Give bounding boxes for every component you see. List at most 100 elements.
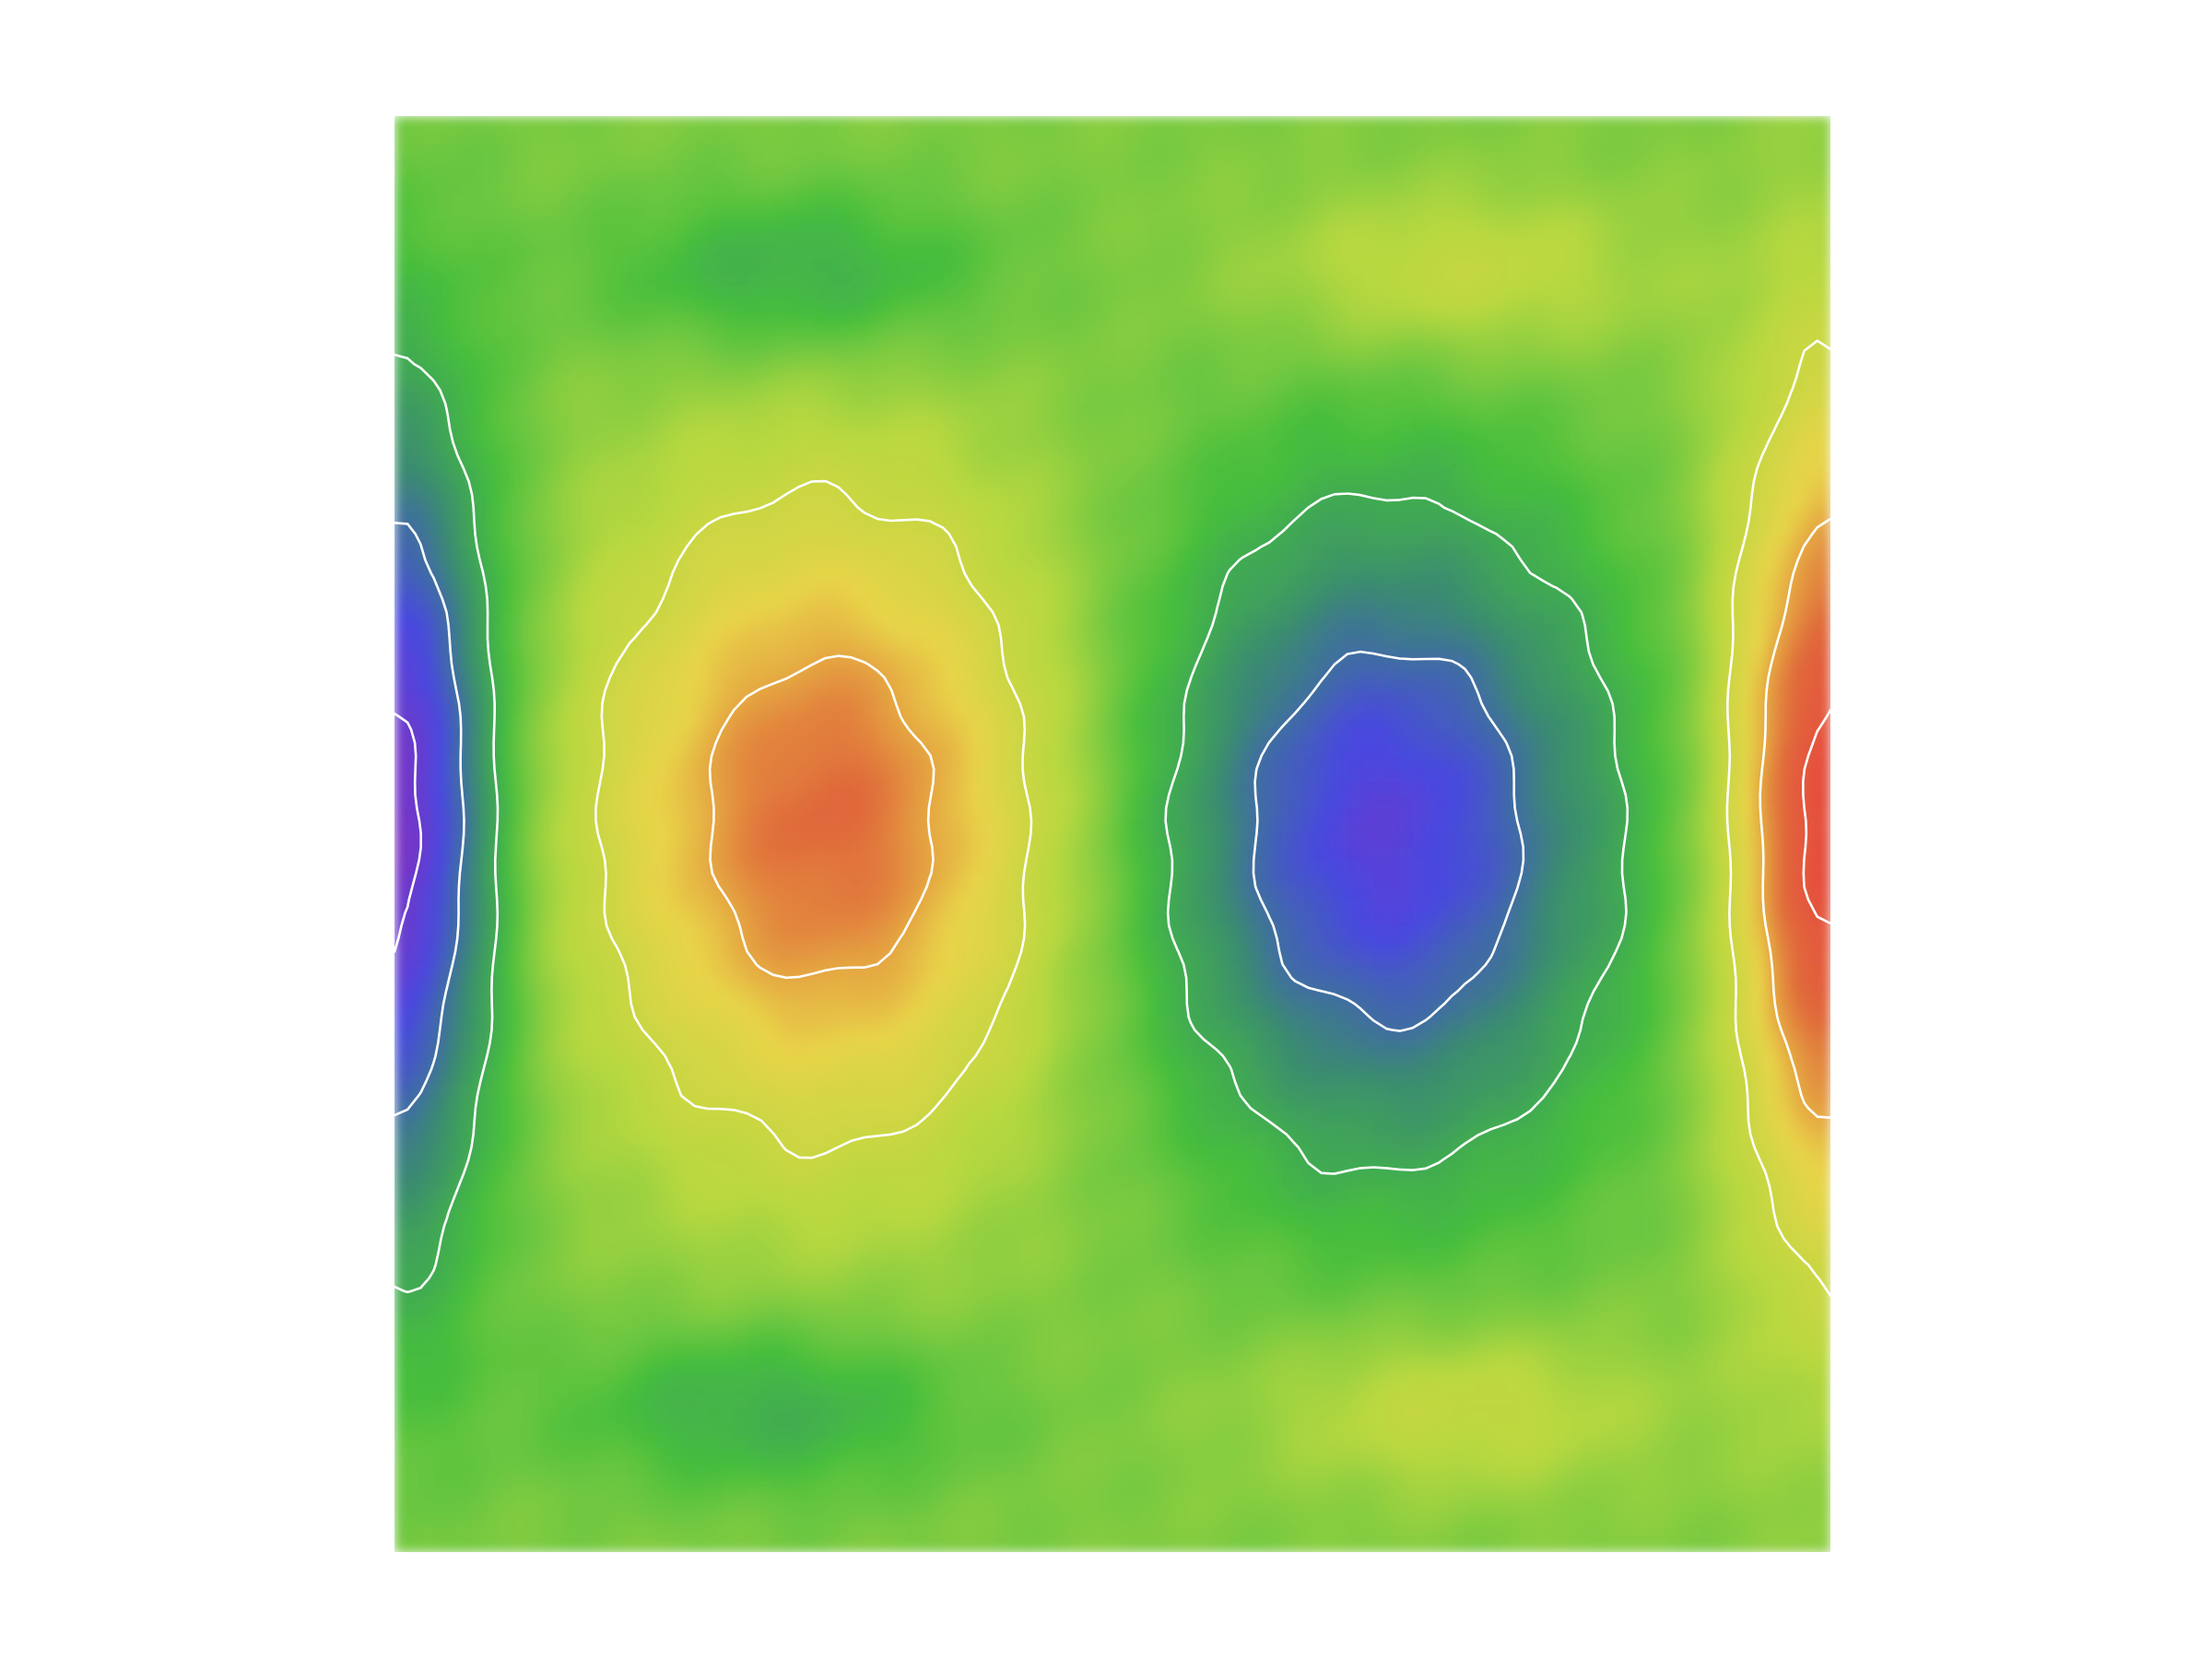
heat-cell — [459, 559, 474, 574]
heat-cell — [707, 572, 722, 587]
heat-cell — [603, 429, 618, 443]
heat-cell — [1112, 168, 1126, 182]
heat-cell — [1034, 142, 1048, 157]
heat-cell — [420, 194, 435, 208]
heat-cell — [512, 625, 526, 640]
heat-cell — [1204, 286, 1218, 300]
heat-cell — [433, 312, 448, 326]
heat-cell — [1373, 534, 1388, 548]
heat-cell — [616, 377, 630, 392]
heat-cell — [1086, 194, 1100, 208]
heat-cell — [1347, 547, 1361, 561]
heat-cell — [629, 181, 643, 195]
heat-cell — [929, 377, 944, 392]
heat-cell — [694, 612, 709, 627]
heat-cell — [1268, 246, 1283, 261]
heat-cell — [550, 324, 565, 339]
heat-cell — [1712, 259, 1727, 274]
heat-cell — [590, 364, 605, 379]
heat-cell — [969, 337, 983, 352]
heat-cell — [459, 494, 474, 509]
heat-cell — [1230, 534, 1244, 548]
heat-cell — [956, 181, 970, 195]
heat-cell — [799, 585, 814, 600]
heat-cell — [929, 572, 944, 587]
heat-cell — [1452, 207, 1466, 222]
heat-cell — [1621, 481, 1636, 496]
heat-cell — [1412, 299, 1427, 313]
heat-cell — [903, 194, 918, 208]
heat-cell — [394, 481, 408, 496]
heat-cell — [799, 494, 814, 509]
heat-cell — [1334, 690, 1348, 705]
heat-cell — [1125, 403, 1140, 418]
heat-cell — [537, 364, 552, 379]
heat-cell — [1060, 651, 1075, 665]
heat-cell — [1020, 625, 1035, 640]
heat-cell — [838, 612, 853, 627]
heat-cell — [877, 155, 892, 170]
heat-cell — [1569, 690, 1583, 705]
heat-cell — [1712, 272, 1727, 287]
heat-cell — [772, 507, 787, 522]
heat-cell — [734, 703, 748, 718]
heat-cell — [747, 559, 761, 574]
heat-cell — [916, 390, 931, 405]
heat-cell — [1255, 442, 1270, 457]
heat-cell — [694, 455, 709, 470]
heat-cell — [1073, 664, 1088, 678]
heat-cell — [1386, 312, 1401, 326]
heat-cell — [1347, 481, 1361, 496]
heat-cell — [994, 116, 1009, 130]
heat-cell — [512, 534, 526, 548]
heat-cell — [1477, 403, 1492, 418]
heat-cell — [812, 572, 827, 587]
heat-cell — [1804, 312, 1818, 326]
heat-cell — [1386, 220, 1401, 235]
heat-cell — [433, 142, 448, 157]
heat-cell — [486, 429, 500, 443]
heat-cell — [1700, 651, 1714, 665]
heat-cell — [734, 142, 748, 157]
heat-cell — [747, 664, 761, 678]
heat-cell — [1255, 299, 1270, 313]
heat-cell — [1177, 207, 1192, 222]
heat-cell — [1595, 324, 1610, 339]
heat-cell — [1530, 312, 1545, 326]
heat-cell — [1700, 364, 1714, 379]
heat-cell — [1543, 155, 1558, 170]
heat-cell — [1752, 259, 1766, 274]
heat-cell — [1399, 521, 1414, 535]
heat-cell — [1725, 324, 1740, 339]
heat-cell — [616, 181, 630, 195]
heat-cell — [942, 194, 957, 208]
heat-cell — [1282, 429, 1297, 443]
heat-cell — [903, 272, 918, 287]
heat-cell — [747, 651, 761, 665]
heat-cell — [1752, 599, 1766, 614]
heat-cell — [472, 220, 487, 235]
heat-cell — [590, 690, 605, 705]
heat-cell — [1530, 625, 1545, 640]
heat-cell — [1347, 390, 1361, 405]
heat-cell — [1099, 364, 1113, 379]
heat-cell — [1334, 377, 1348, 392]
heat-cell — [1752, 324, 1766, 339]
heat-cell — [1255, 168, 1270, 182]
heat-cell — [929, 468, 944, 483]
heat-cell — [1099, 572, 1113, 587]
heat-cell — [942, 429, 957, 443]
heat-cell — [1530, 259, 1545, 274]
heat-cell — [1660, 181, 1675, 195]
heat-cell — [721, 468, 735, 483]
heat-cell — [1347, 403, 1361, 418]
heat-cell — [459, 364, 474, 379]
heat-cell — [1164, 220, 1179, 235]
heat-cell — [1765, 559, 1780, 574]
heat-cell — [1138, 547, 1153, 561]
heat-cell — [759, 350, 774, 365]
heat-cell — [420, 625, 435, 640]
heat-cell — [1007, 442, 1022, 457]
heat-cell — [1712, 142, 1727, 157]
heat-cell — [1490, 129, 1505, 144]
